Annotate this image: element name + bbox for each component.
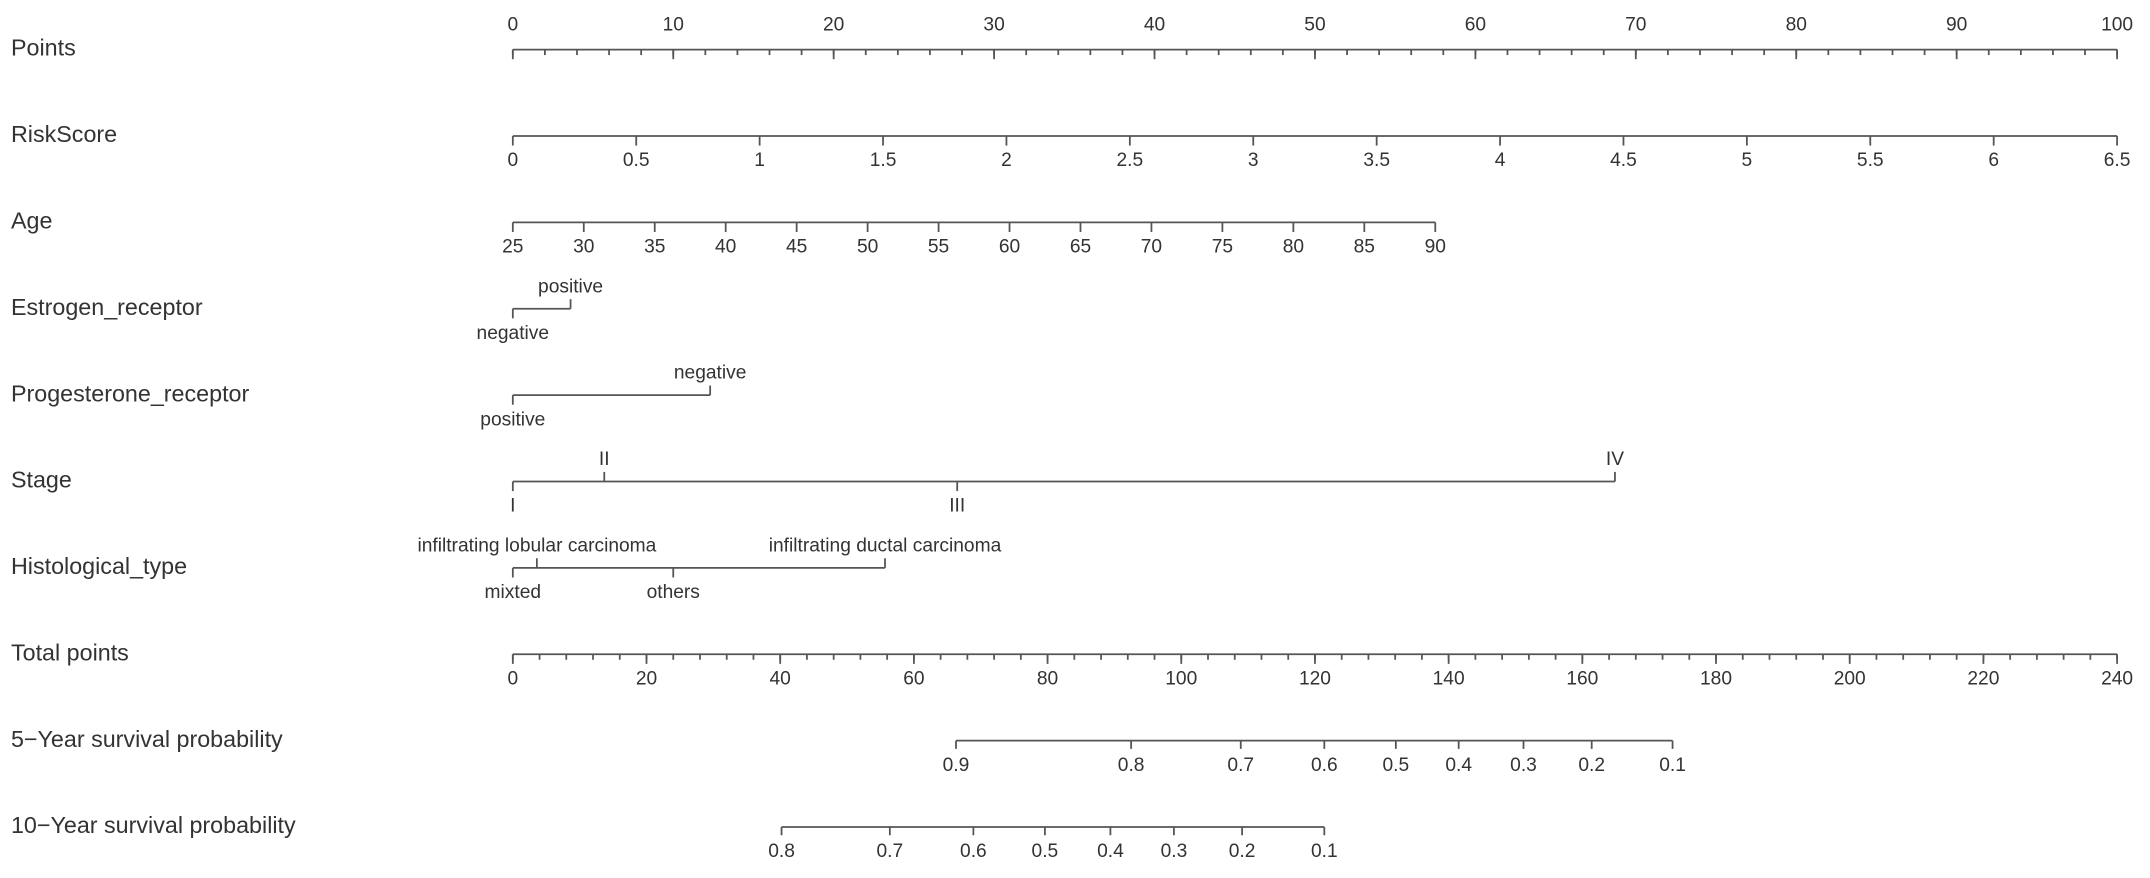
tick-label: 0.7 (876, 841, 903, 862)
tick-label: 0 (507, 668, 518, 689)
tick-label: 80 (1786, 14, 1807, 35)
tick-label: 0.1 (1659, 755, 1686, 776)
tick-label: 50 (1304, 14, 1325, 35)
tick-label: 40 (715, 237, 736, 258)
tick-label: 55 (928, 237, 949, 258)
tick-label: 0.3 (1161, 841, 1188, 862)
tick-label: 160 (1566, 668, 1598, 689)
tick-label: 4 (1495, 150, 1506, 171)
tick-label: 25 (502, 237, 523, 258)
tick-label: 90 (1425, 237, 1446, 258)
tick-label: 0.4 (1097, 841, 1124, 862)
level-label: positive (480, 409, 545, 430)
tick-label: 45 (786, 237, 807, 258)
tick-label: 0.9 (943, 755, 970, 776)
tick-label: 120 (1299, 668, 1331, 689)
row-label: Estrogen_receptor (11, 294, 203, 320)
tick-label: 80 (1037, 668, 1058, 689)
tick-label: 200 (1834, 668, 1866, 689)
tick-label: 6.5 (2104, 150, 2131, 171)
tick-label: 0.5 (623, 150, 650, 171)
tick-label: 70 (1141, 237, 1162, 258)
tick-label: 10 (663, 14, 684, 35)
row-label: 10−Year survival probability (11, 812, 296, 838)
row-label: Stage (11, 467, 72, 493)
tick-label: 60 (1465, 14, 1486, 35)
level-label: mixted (485, 582, 542, 603)
tick-label: 0.2 (1229, 841, 1256, 862)
tick-label: 50 (857, 237, 878, 258)
level-label: II (599, 449, 610, 470)
row-label: RiskScore (11, 121, 117, 147)
tick-label: 30 (983, 14, 1004, 35)
tick-label: 180 (1700, 668, 1732, 689)
tick-label: 90 (1946, 14, 1967, 35)
row-label: Total points (11, 639, 129, 665)
tick-label: 20 (636, 668, 657, 689)
tick-label: 40 (770, 668, 791, 689)
tick-label: 70 (1625, 14, 1646, 35)
tick-label: 0.1 (1311, 841, 1338, 862)
tick-label: 0.6 (960, 841, 987, 862)
tick-label: 6 (1988, 150, 1999, 171)
tick-label: 3 (1248, 150, 1259, 171)
tick-label: 100 (2101, 14, 2133, 35)
level-label: III (949, 496, 965, 517)
tick-label: 65 (1070, 237, 1091, 258)
tick-label: 0.6 (1311, 755, 1338, 776)
tick-label: 100 (1165, 668, 1197, 689)
level-label: negative (674, 363, 747, 384)
tick-label: 80 (1283, 237, 1304, 258)
tick-label: 40 (1144, 14, 1165, 35)
tick-label: 75 (1212, 237, 1233, 258)
tick-label: 5.5 (1857, 150, 1884, 171)
tick-label: 220 (1967, 668, 1999, 689)
tick-label: 35 (644, 237, 665, 258)
tick-label: 0.3 (1510, 755, 1537, 776)
tick-label: 5 (1742, 150, 1753, 171)
level-label: infiltrating ductal carcinoma (769, 535, 1002, 556)
tick-label: 2.5 (1117, 150, 1144, 171)
tick-label: 0.5 (1032, 841, 1059, 862)
tick-label: 3.5 (1363, 150, 1390, 171)
row-label: Age (11, 208, 52, 234)
tick-label: 1.5 (870, 150, 897, 171)
level-label: infiltrating lobular carcinoma (417, 535, 656, 556)
row-label: 5−Year survival probability (11, 726, 283, 752)
tick-label: 85 (1354, 237, 1375, 258)
tick-label: 0.8 (768, 841, 795, 862)
row-label: Progesterone_receptor (11, 380, 250, 406)
tick-label: 240 (2101, 668, 2133, 689)
tick-label: 1 (754, 150, 765, 171)
tick-label: 2 (1001, 150, 1012, 171)
row-label: Points (11, 35, 76, 61)
tick-label: 0.5 (1382, 755, 1409, 776)
tick-label: 60 (999, 237, 1020, 258)
level-label: IV (1606, 449, 1624, 470)
tick-label: 60 (903, 668, 924, 689)
tick-label: 0.7 (1227, 755, 1254, 776)
row-label: Histological_type (11, 553, 187, 579)
tick-label: 0.4 (1445, 755, 1472, 776)
level-label: positive (538, 276, 603, 297)
tick-label: 30 (573, 237, 594, 258)
tick-label: 4.5 (1610, 150, 1637, 171)
tick-label: 20 (823, 14, 844, 35)
level-label: I (510, 496, 515, 517)
tick-label: 0.2 (1578, 755, 1605, 776)
level-label: negative (477, 323, 550, 344)
tick-label: 0 (507, 150, 518, 171)
tick-label: 0 (507, 14, 518, 35)
tick-label: 140 (1433, 668, 1465, 689)
tick-label: 0.8 (1118, 755, 1145, 776)
level-label: others (647, 582, 700, 603)
